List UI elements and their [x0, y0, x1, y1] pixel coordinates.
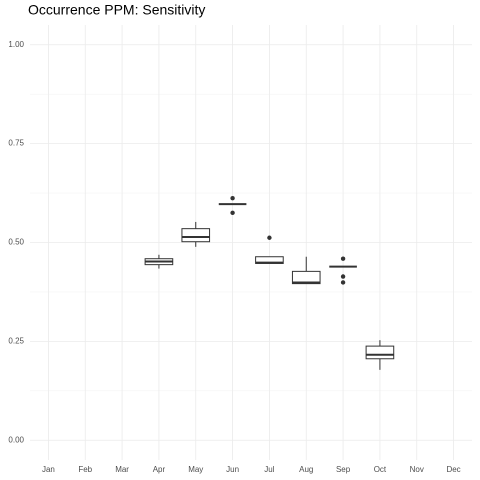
chart-title: Occurrence PPM: Sensitivity: [28, 2, 205, 18]
box: [181, 228, 211, 243]
x-tick-label: Sep: [336, 465, 351, 474]
x-tick-label: Jul: [264, 465, 274, 474]
y-tick-label: 1.00: [8, 40, 24, 49]
x-tick-label: Aug: [299, 465, 313, 474]
outlier: [230, 210, 235, 216]
x-tick-label: Mar: [115, 465, 129, 474]
outlier: [340, 256, 346, 261]
x-tick-label: Jan: [42, 465, 55, 474]
outlier: [267, 235, 272, 240]
y-tick-label: 0.50: [8, 238, 24, 247]
x-tick-label: Apr: [153, 465, 166, 474]
x-tick-label: May: [188, 465, 203, 474]
x-tick-label: Nov: [410, 465, 424, 474]
x-tick-label: Feb: [78, 465, 92, 474]
outlier: [230, 196, 235, 201]
box: [365, 345, 395, 360]
y-tick-label: 0.00: [8, 435, 24, 444]
y-tick-label: 0.75: [8, 139, 24, 148]
x-tick-label: Jun: [226, 465, 239, 474]
outlier: [340, 280, 346, 285]
y-tick-label: 0.25: [8, 336, 24, 345]
box: [291, 270, 321, 285]
outlier: [340, 274, 346, 279]
x-tick-label: Dec: [446, 465, 460, 474]
x-tick-label: Oct: [374, 465, 387, 474]
